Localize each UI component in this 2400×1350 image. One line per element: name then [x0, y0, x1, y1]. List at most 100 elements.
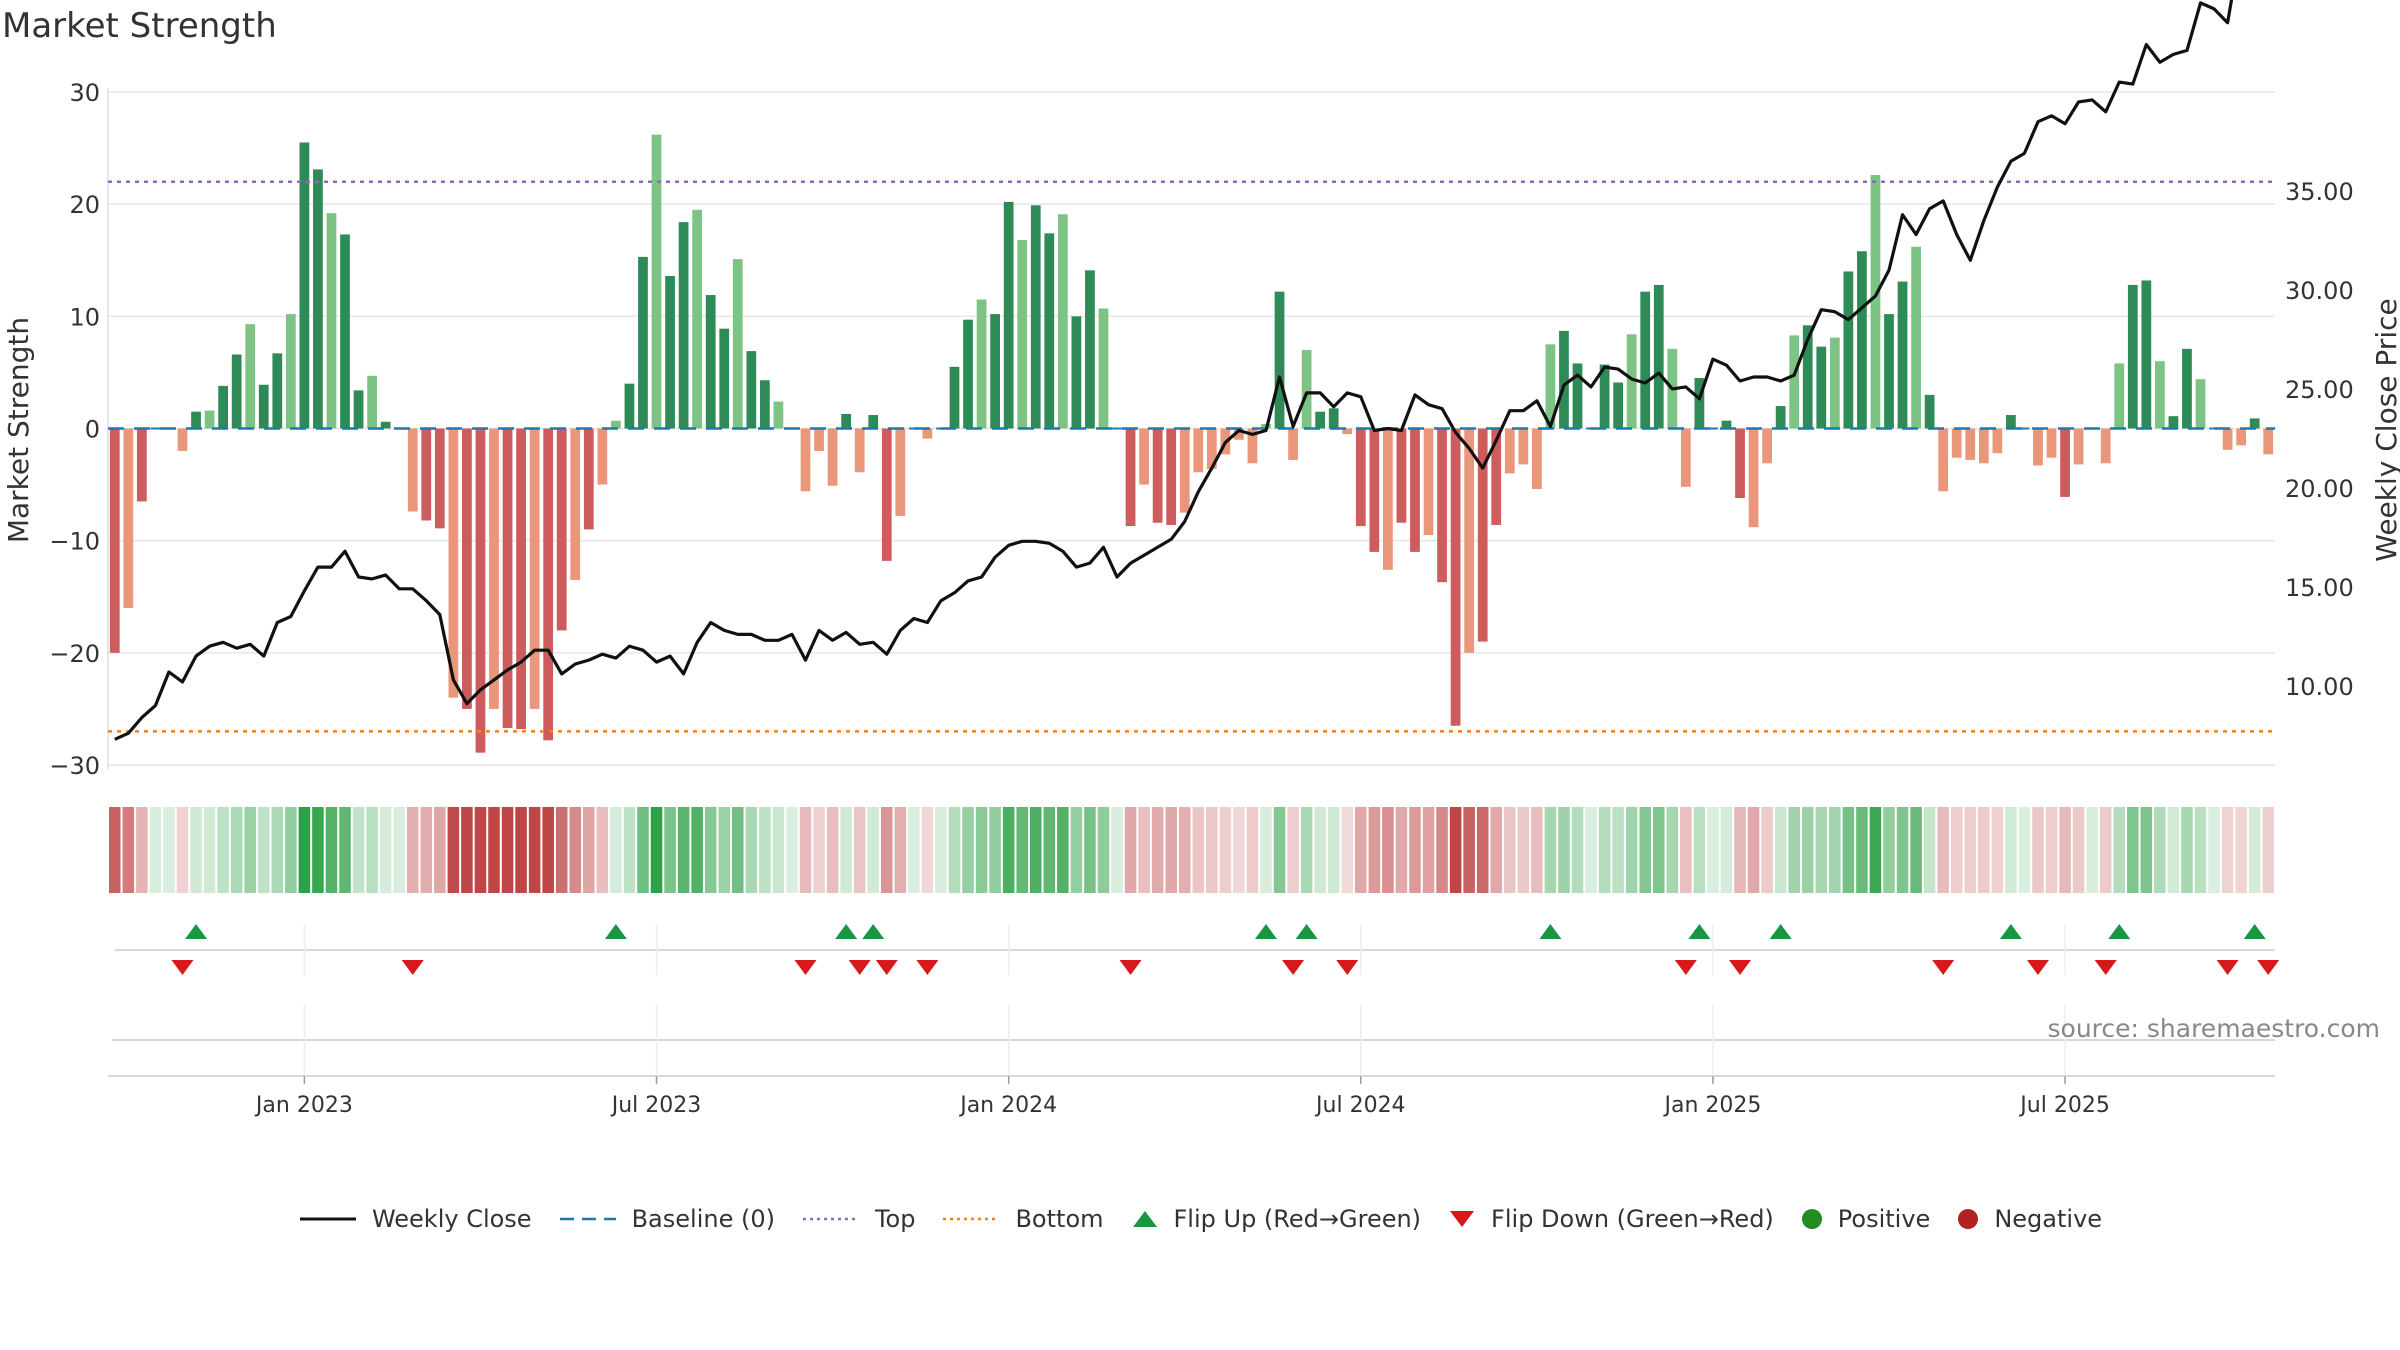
flip-down-marker: [171, 960, 194, 975]
heat-cell: [569, 807, 582, 893]
strength-bar: [367, 375, 377, 429]
heat-cell: [962, 807, 974, 893]
strength-bar: [638, 256, 648, 429]
strength-bar: [1044, 233, 1055, 429]
strength-bar: [150, 427, 161, 430]
heat-cell: [2181, 807, 2193, 893]
heat-cell: [1341, 807, 1354, 893]
heat-cell: [637, 807, 649, 893]
heat-cell: [2086, 807, 2098, 893]
y2-axis-label: Weekly Close Price: [2370, 298, 2400, 561]
heat-cell: [1124, 807, 1137, 893]
strength-bar: [475, 428, 486, 753]
strength-bar: [1017, 240, 1028, 429]
heat-cell: [1273, 807, 1286, 893]
strength-bar: [1274, 291, 1285, 429]
strength-bar: [611, 420, 621, 429]
heat-cell: [2248, 807, 2261, 893]
y2-tick-label: 35.00: [2285, 178, 2354, 206]
strength-bar: [746, 351, 757, 429]
strength-bar: [407, 428, 418, 512]
strength-bar: [136, 428, 147, 502]
strength-bar: [1680, 428, 1691, 487]
strength-bar: [1518, 428, 1529, 465]
strength-bar: [1057, 214, 1068, 429]
x-axis: Jan 2023 Jul 2023 Jan 2024 Jul 2024 Jan 2025…: [108, 925, 2275, 1118]
heat-cell: [1476, 807, 1489, 893]
heat-cell: [1002, 807, 1015, 893]
legend-top-swatch: [802, 1217, 859, 1221]
heat-cell: [1287, 807, 1299, 893]
heat-cell: [366, 807, 378, 893]
heat-cell: [379, 807, 392, 893]
heat-cell: [718, 807, 731, 893]
heat-cell: [528, 807, 541, 893]
strength-bar: [1762, 428, 1772, 464]
flip-down-marker: [2026, 960, 2049, 975]
strength-bar: [1802, 325, 1813, 429]
strength-bar: [1491, 428, 1502, 525]
strength-bar: [448, 428, 459, 698]
heat-cell: [732, 807, 744, 893]
heat-cell: [1978, 807, 1990, 893]
green-dot-icon: [1801, 1209, 1822, 1229]
legend-label: Flip Up (Red→Green): [1173, 1205, 1422, 1233]
strength-bar: [624, 383, 635, 429]
strength-bar: [827, 428, 838, 486]
heat-cell: [1151, 807, 1164, 893]
legend-positive: Positive: [1800, 1205, 1930, 1233]
heat-cell: [1409, 807, 1421, 893]
flip-up-marker: [2243, 924, 2266, 939]
heat-cell: [434, 807, 446, 893]
source-credit: source: sharemaestro.com: [2047, 1014, 2381, 1043]
heat-cell: [2099, 807, 2112, 893]
strength-bar: [1965, 428, 1976, 460]
reference-lines: [108, 180, 2275, 733]
strength-bar: [313, 169, 323, 429]
heat-cell: [1300, 807, 1313, 893]
strength-bar: [705, 295, 716, 429]
heat-cell: [1801, 807, 1814, 893]
heat-cell: [1788, 807, 1800, 893]
x-tick-label: Jan 2025: [1662, 1093, 1761, 1118]
strength-bar: [800, 428, 811, 492]
flip-up-marker: [1539, 924, 1562, 939]
strength-bar: [462, 428, 472, 709]
strength-bar: [1288, 428, 1298, 460]
heat-cell: [352, 807, 365, 893]
strength-bar: [2141, 280, 2152, 429]
strength-bar: [1396, 428, 1407, 523]
strength-bar: [1938, 428, 1949, 492]
legend-line-swatch: [299, 1217, 356, 1221]
strength-bar: [340, 234, 350, 429]
heat-cell: [1395, 807, 1408, 893]
heat-cell: [339, 807, 351, 893]
strength-bar: [489, 428, 499, 709]
heat-cell: [1734, 807, 1746, 893]
heat-cell: [1815, 807, 1828, 893]
y-axis-right: 10.00 15.00 20.00 25.00 30.00 35.00: [2285, 178, 2354, 701]
heat-cell: [935, 807, 947, 893]
strength-bar: [2114, 363, 2125, 429]
strength-bar: [895, 428, 906, 516]
heat-cell: [2154, 807, 2166, 893]
heat-cell: [1111, 807, 1123, 893]
strength-bar: [2127, 284, 2138, 429]
heat-cell: [230, 807, 243, 893]
flip-up-marker: [835, 924, 858, 939]
heat-cell: [1138, 807, 1150, 893]
heat-cell: [1422, 807, 1435, 893]
strength-bar: [1410, 428, 1420, 552]
strength-bar: [1897, 281, 1908, 429]
strength-bar: [434, 428, 445, 529]
heat-cell: [244, 807, 256, 893]
heat-cell: [1246, 807, 1259, 893]
strength-bar: [1884, 314, 1894, 429]
strength-bar: [109, 428, 120, 653]
strength-bar: [990, 314, 1000, 429]
heat-cell: [1517, 807, 1530, 893]
heat-cell: [1355, 807, 1367, 893]
heat-cell: [1206, 807, 1218, 893]
flip-up-marker: [1688, 924, 1711, 939]
heat-cell: [109, 807, 121, 893]
